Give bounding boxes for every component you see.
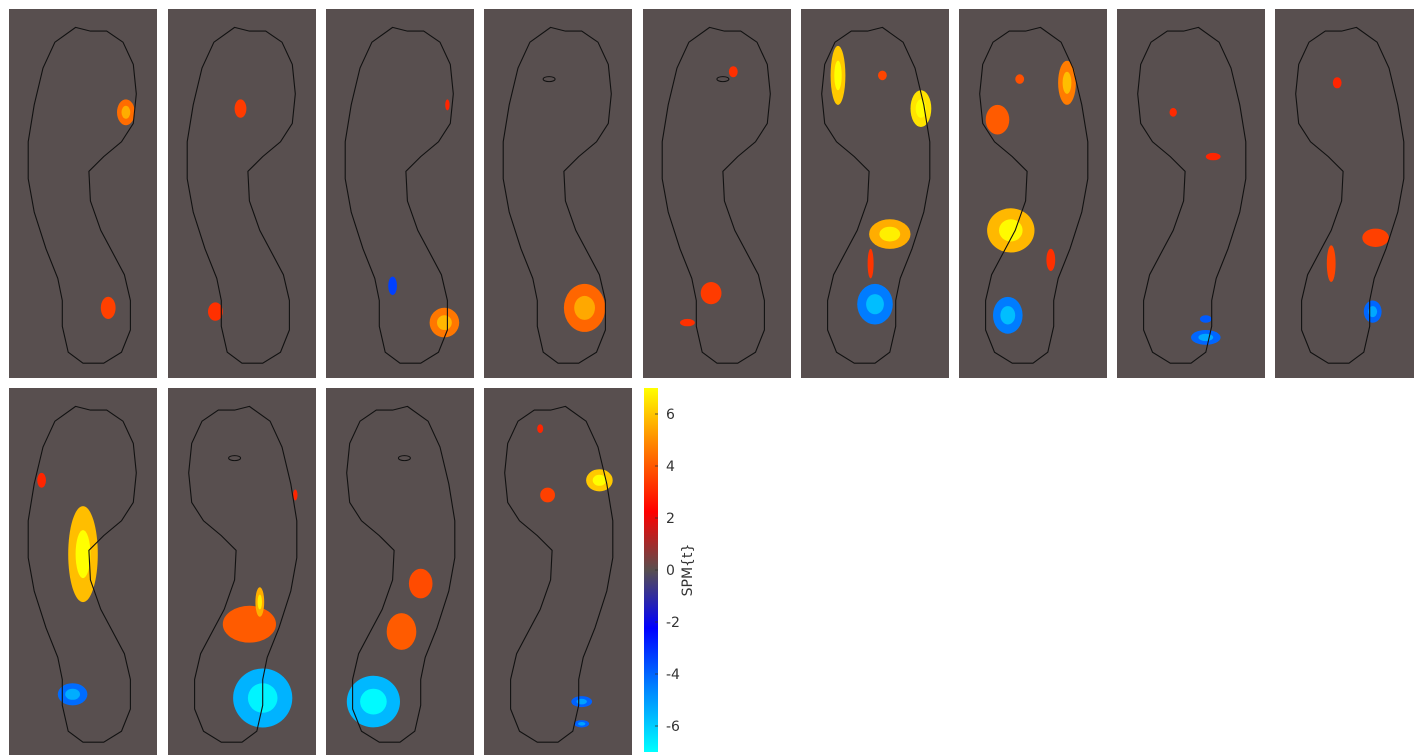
cluster-3-peak	[1062, 71, 1072, 94]
cluster-3-peak	[360, 688, 387, 715]
cluster-1	[728, 66, 738, 78]
cluster-1	[408, 568, 433, 599]
foot-outline	[502, 26, 612, 364]
cluster-1-peak	[121, 105, 131, 119]
cluster-6	[867, 248, 874, 279]
cluster-2	[388, 276, 397, 295]
cluster-2	[540, 487, 555, 503]
panel-background	[168, 9, 316, 378]
cluster-5-peak	[1000, 306, 1016, 325]
colorbar-gradient	[644, 388, 658, 752]
panel-12	[326, 388, 474, 755]
colorbar-ticks: -6 -4 -2 0 2 4 6	[655, 407, 680, 735]
cluster-4	[1326, 245, 1336, 282]
panel-background	[1117, 9, 1265, 378]
colorbar-tick-label: -6	[666, 719, 680, 735]
cluster-3	[680, 318, 695, 327]
cluster-2	[100, 296, 116, 319]
panel-11	[168, 388, 316, 755]
cluster-4	[293, 489, 298, 501]
foot-outline	[346, 405, 456, 743]
panel-7	[959, 9, 1107, 378]
panel-background	[9, 9, 157, 378]
cluster-1-peak	[75, 530, 91, 579]
cluster-2	[37, 472, 46, 488]
cluster-3	[445, 99, 450, 111]
foot-outline	[188, 405, 298, 743]
cluster-4-peak	[866, 294, 884, 315]
panel-4	[484, 9, 632, 378]
cluster-5-peak	[578, 722, 586, 726]
panel-background	[1275, 9, 1414, 378]
cluster-3-peak	[834, 60, 842, 91]
panel-9	[1275, 9, 1414, 378]
panel-5	[643, 9, 791, 378]
panel-8	[1117, 9, 1265, 378]
outline-hole	[716, 76, 730, 83]
foot-outline	[1137, 26, 1247, 364]
foot-outline	[979, 26, 1089, 364]
cluster-1	[234, 99, 247, 118]
foot-outline	[27, 405, 137, 743]
outline-hole	[397, 455, 411, 462]
cluster-2	[386, 613, 417, 650]
cluster-2	[208, 302, 223, 321]
cluster-4-peak	[576, 698, 587, 705]
panel-10	[9, 388, 157, 755]
cluster-2	[1362, 228, 1389, 247]
cluster-2	[878, 70, 887, 81]
panel-13	[484, 388, 632, 755]
colorbar-label: SPM{t}	[680, 544, 696, 597]
colorbar-tick-label: 0	[666, 563, 675, 579]
cluster-6	[1046, 248, 1056, 271]
cluster-2	[700, 282, 722, 305]
cluster-1-peak	[437, 315, 452, 330]
foot-outline	[661, 26, 771, 364]
foot-outline	[504, 405, 614, 743]
panel-background	[484, 9, 632, 378]
cluster-1	[222, 605, 276, 643]
cluster-1	[1332, 77, 1342, 89]
outline-hole	[228, 455, 242, 462]
panel-background	[484, 388, 632, 755]
foot-outline	[344, 26, 454, 364]
foot-outline	[821, 26, 931, 364]
cluster-2-peak	[1198, 333, 1214, 342]
panel-6	[801, 9, 949, 378]
colorbar-tick-label: 6	[666, 407, 675, 423]
colorbar-tick-label: 2	[666, 511, 675, 527]
cluster-2	[1015, 74, 1025, 84]
cluster-4	[1205, 152, 1221, 161]
panel-3	[326, 9, 474, 378]
cluster-1	[1169, 107, 1177, 117]
panel-background	[643, 9, 791, 378]
foot-outline	[1295, 26, 1405, 364]
cluster-5-peak	[879, 226, 901, 242]
colorbar-tick-label: -2	[666, 615, 680, 631]
colorbar-tick-label: 4	[666, 459, 675, 475]
colorbar: -6 -4 -2 0 2 4 6 SPM{t}	[644, 388, 696, 752]
cluster-3-peak	[65, 688, 80, 700]
cluster-1	[985, 104, 1010, 135]
cluster-3	[537, 424, 544, 433]
panels-grid	[9, 9, 1414, 755]
colorbar-tick-label: -4	[666, 667, 680, 683]
cluster-1-peak	[592, 474, 607, 486]
panel-1	[9, 9, 157, 378]
cluster-2-peak	[257, 594, 262, 610]
panel-background	[959, 9, 1107, 378]
cluster-1-peak	[574, 295, 595, 320]
panel-2	[168, 9, 316, 378]
foot-outline	[186, 26, 296, 364]
cluster-3	[1199, 315, 1212, 323]
foot-outline	[27, 26, 137, 364]
outline-hole	[542, 76, 556, 83]
cluster-3-peak	[1368, 306, 1378, 318]
